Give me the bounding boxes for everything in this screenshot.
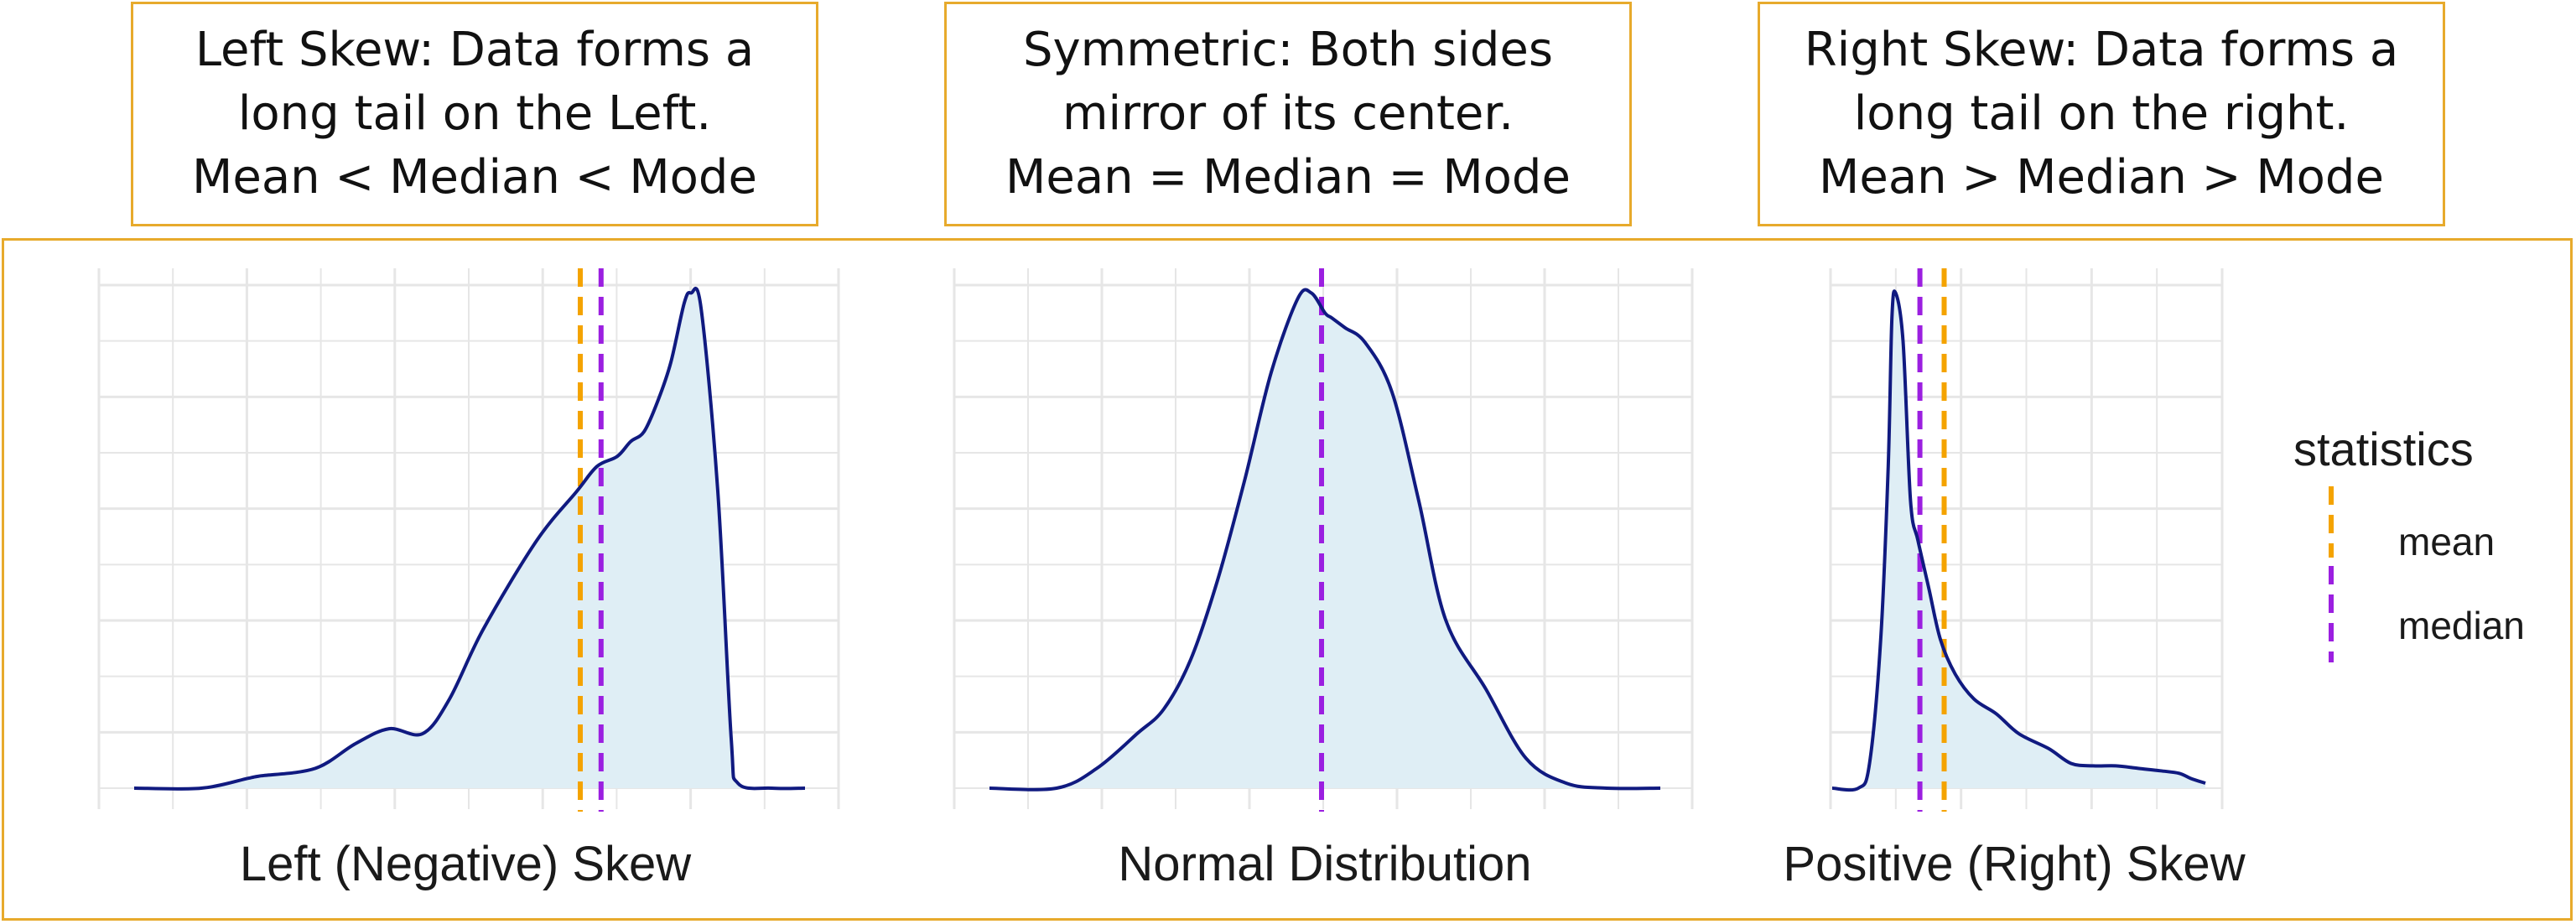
density-area <box>989 289 1660 790</box>
panel-normal <box>953 268 1694 812</box>
density-curve <box>133 286 806 791</box>
caption-line: mirror of its center. <box>1062 86 1514 141</box>
xlabel-left-skew: Left (Negative) Skew <box>240 837 692 891</box>
xlabel-normal: Normal Distribution <box>1118 837 1531 891</box>
caption-line: Mean < Median < Mode <box>192 150 757 205</box>
panel-right-skew <box>1829 268 2224 812</box>
xlabel-right-skew: Positive (Right) Skew <box>1783 837 2246 891</box>
density-area <box>134 288 805 789</box>
caption-line: long tail on the right. <box>1853 86 2350 141</box>
caption-left-skew: Left Skew: Data forms a long tail on the… <box>131 2 818 226</box>
caption-line: long tail on the Left. <box>237 86 712 141</box>
legend: statistics mean median <box>2293 423 2525 662</box>
caption-line: Mean > Median > Mode <box>1819 150 2384 205</box>
legend-median-label: median <box>2398 604 2525 647</box>
legend-title: statistics <box>2293 423 2474 475</box>
density-curve <box>989 288 1661 792</box>
legend-mean-label: mean <box>2398 520 2495 563</box>
caption-line: Right Skew: Data forms a <box>1804 23 2399 77</box>
caption-line: Symmetric: Both sides <box>1022 23 1554 77</box>
caption-right-skew: Right Skew: Data forms a long tail on th… <box>1758 2 2445 226</box>
density-area <box>1832 291 2205 791</box>
density-curve <box>1831 289 2206 792</box>
panel-left-skew <box>97 268 840 812</box>
caption-symmetric: Symmetric: Both sides mirror of its cent… <box>944 2 1632 226</box>
caption-line: Left Skew: Data forms a <box>195 23 755 77</box>
caption-line: Mean = Median = Mode <box>1005 150 1571 205</box>
